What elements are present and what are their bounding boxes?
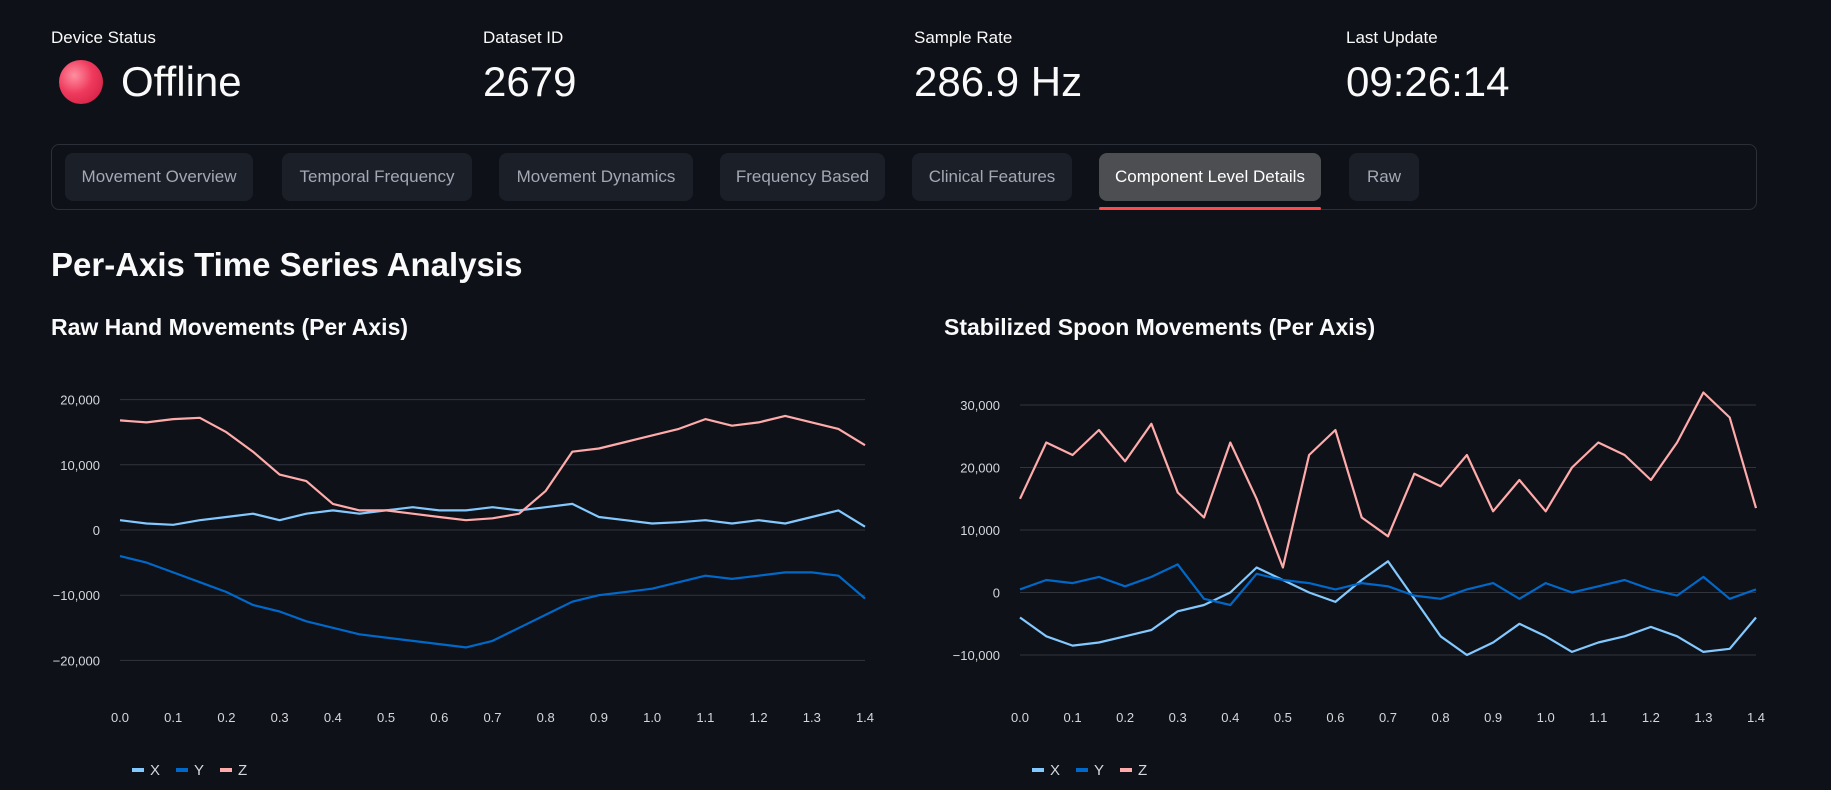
x-tick-label: 0.1	[1064, 710, 1082, 725]
tab-frequency-based[interactable]: Frequency Based	[720, 153, 885, 201]
series-line-y	[119, 555, 866, 649]
y-tick-label: 20,000	[960, 461, 1000, 476]
x-tick-label: 1.3	[803, 710, 821, 725]
y-tick-label: 0	[93, 523, 100, 538]
metric-label: Sample Rate	[914, 28, 1013, 47]
x-tick-label: 0.5	[377, 710, 395, 725]
stabilized-spoon-movements-chart: −10,000 0 10,000 20,000 30,000 0.0 0.1 0.2 0.3 0.…	[953, 391, 1765, 779]
raw-hand-movements-chart: −20,000 −10,000 0 10,000 20,000 0.0 0.1 0.2 0.3 0…	[53, 393, 874, 779]
x-tick-label: 1.4	[1747, 710, 1765, 725]
x-tick-label: 0.9	[590, 710, 608, 725]
x-tick-label: 1.1	[1589, 710, 1607, 725]
legend-label-z[interactable]: Z	[1138, 762, 1147, 779]
dataset-id-value: 2679	[483, 58, 577, 105]
x-tick-label: 0.7	[483, 710, 501, 725]
y-tick-label: −20,000	[53, 653, 100, 668]
y-tick-label: 10,000	[60, 458, 100, 473]
metric-label: Dataset ID	[483, 28, 564, 47]
series-line-x	[1019, 560, 1757, 657]
x-tick-label: 0.5	[1274, 710, 1292, 725]
y-tick-label: 10,000	[960, 523, 1000, 538]
metric-last-update: Last Update 09:26:14	[1346, 28, 1510, 106]
metric-sample-rate: Sample Rate 286.9 Hz	[914, 28, 1082, 106]
legend-label-y[interactable]: Y	[194, 762, 204, 779]
legend-label-x[interactable]: X	[1050, 762, 1060, 779]
x-tick-label: 0.6	[1326, 710, 1344, 725]
y-tick-label: −10,000	[953, 648, 1000, 663]
status-dot-icon	[59, 60, 103, 104]
tab-temporal-frequency[interactable]: Temporal Frequency	[282, 153, 472, 201]
x-tick-label: 1.2	[1642, 710, 1660, 725]
x-tick-label: 0.3	[271, 710, 289, 725]
x-tick-label: 0.6	[430, 710, 448, 725]
metric-label: Last Update	[1346, 28, 1438, 47]
section-title: Per-Axis Time Series Analysis	[51, 246, 523, 283]
sample-rate-value: 286.9 Hz	[914, 58, 1083, 105]
x-tick-label: 0.1	[164, 710, 182, 725]
x-tick-label: 1.0	[643, 710, 661, 725]
x-tick-label: 0.3	[1169, 710, 1187, 725]
x-tick-label: 0.0	[1011, 710, 1029, 725]
x-tick-label: 0.2	[217, 710, 235, 725]
metric-label: Device Status	[51, 28, 156, 47]
tab-clinical-features[interactable]: Clinical Features	[912, 153, 1072, 201]
x-tick-label: 0.9	[1484, 710, 1502, 725]
x-tick-label: 0.2	[1116, 710, 1134, 725]
tab-component-level-details[interactable]: Component Level Details	[1099, 153, 1321, 201]
x-tick-label: 0.4	[1221, 710, 1239, 725]
x-tick-label: 1.3	[1694, 710, 1712, 725]
chart-title-raw: Raw Hand Movements (Per Axis)	[51, 314, 409, 340]
device-status-value: Offline	[121, 58, 242, 105]
last-update-value: 09:26:14	[1346, 58, 1510, 105]
series-line-x	[119, 502, 866, 528]
metric-dataset-id: Dataset ID 2679	[483, 28, 576, 106]
metric-device-status: Device Status Offline	[51, 28, 242, 106]
legend-label-x[interactable]: X	[150, 762, 160, 779]
x-tick-label: 0.7	[1379, 710, 1397, 725]
tab-movement-overview[interactable]: Movement Overview	[65, 153, 253, 201]
legend-label-z[interactable]: Z	[238, 762, 247, 779]
chart-title-stabilized: Stabilized Spoon Movements (Per Axis)	[944, 314, 1376, 340]
series-line-y	[1019, 563, 1757, 607]
x-tick-label: 1.0	[1537, 710, 1555, 725]
legend-label-y[interactable]: Y	[1094, 762, 1104, 779]
x-tick-label: 1.4	[856, 710, 874, 725]
series-line-z	[119, 414, 866, 522]
y-tick-label: 30,000	[960, 398, 1000, 413]
tab-raw[interactable]: Raw	[1349, 153, 1419, 201]
x-tick-label: 0.4	[324, 710, 342, 725]
y-tick-label: −10,000	[53, 588, 100, 603]
tab-movement-dynamics[interactable]: Movement Dynamics	[499, 153, 693, 201]
x-tick-label: 0.8	[537, 710, 555, 725]
x-tick-label: 1.2	[750, 710, 768, 725]
y-tick-label: 0	[993, 586, 1000, 601]
tab-bar: Movement Overview Temporal Frequency Mov…	[51, 144, 1757, 210]
metric-value: Offline	[51, 58, 242, 106]
x-tick-label: 1.1	[696, 710, 714, 725]
active-tab-indicator	[1099, 207, 1321, 210]
x-tick-label: 0.8	[1432, 710, 1450, 725]
series-line-z	[1019, 391, 1758, 569]
y-tick-label: 20,000	[60, 393, 100, 408]
x-tick-label: 0.0	[111, 710, 129, 725]
